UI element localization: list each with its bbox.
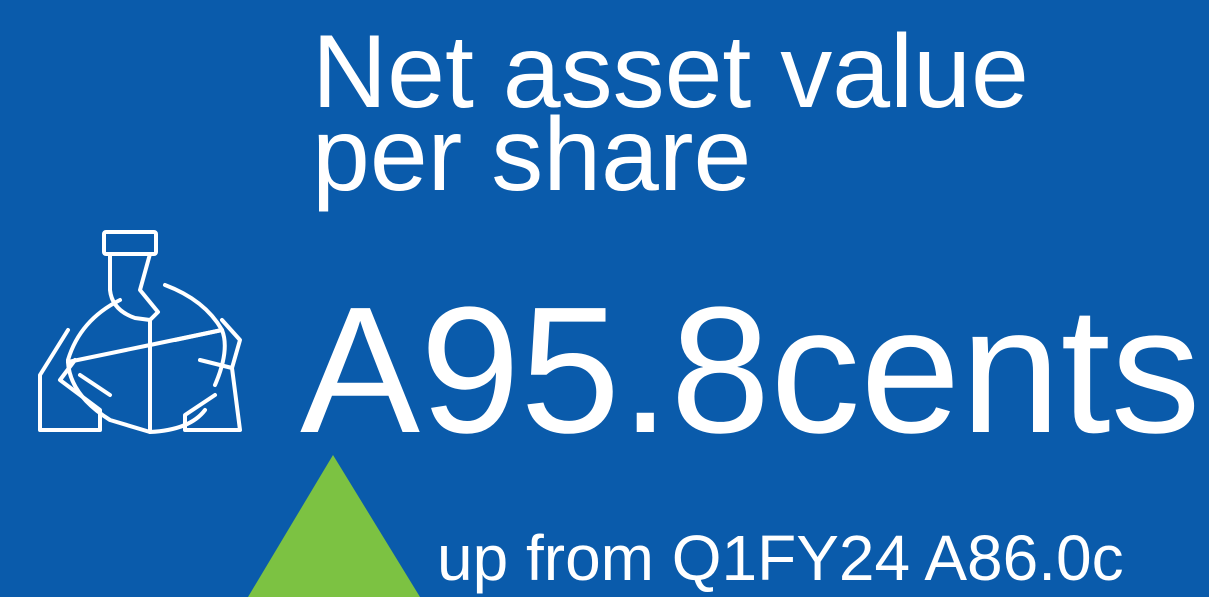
title-line: per share [312,97,751,213]
change-note: up from Q1FY24 A86.0c [437,522,1124,594]
up-arrow [248,455,420,597]
hands-pie-icon [38,230,242,434]
title-line: Net asset value [312,14,1029,130]
value: A95.8cents [300,270,1201,471]
